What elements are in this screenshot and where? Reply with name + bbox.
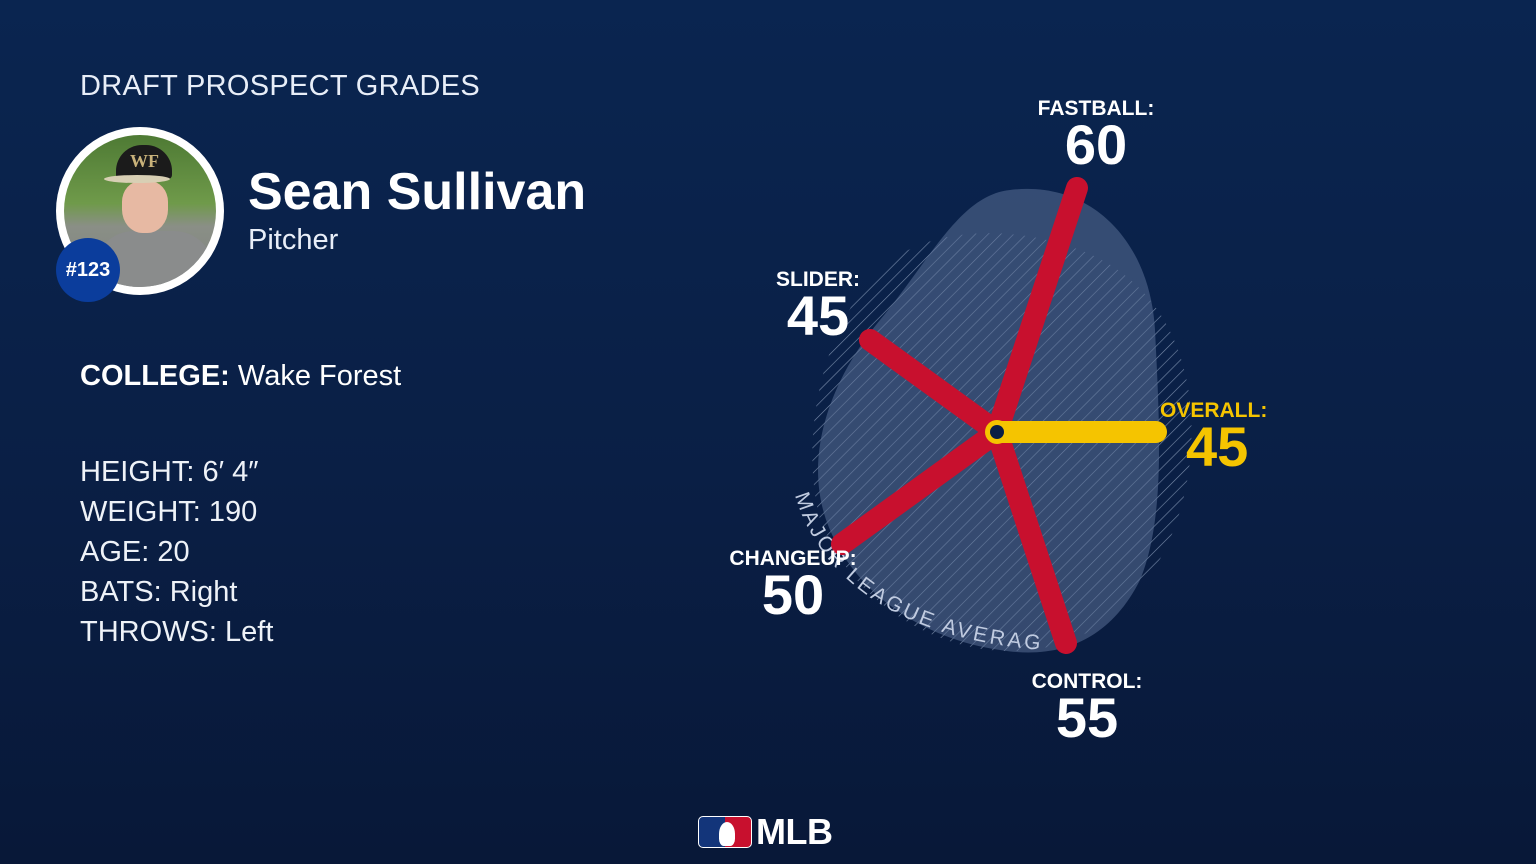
player-name: Sean Sullivan	[248, 163, 587, 221]
stat-throws: THROWS: Left	[80, 616, 274, 648]
mlb-logo: MLB	[698, 811, 833, 852]
stat-bats: BATS: Right	[80, 576, 238, 608]
stat-weight: WEIGHT: 190	[80, 496, 258, 528]
bar-slider	[859, 329, 1008, 443]
label-slider: SLIDER: 45	[776, 268, 860, 347]
bar-fastball	[986, 177, 1088, 443]
bar-changeup	[831, 421, 1008, 555]
stat-height: HEIGHT: 6′ 4″	[80, 456, 259, 488]
player-position: Pitcher	[248, 224, 339, 256]
rank-badge: #123	[56, 238, 120, 302]
label-control: CONTROL: 55	[1031, 670, 1143, 749]
college-info: COLLEGE: Wake Forest	[80, 360, 402, 392]
player-avatar: WF	[56, 127, 224, 295]
stat-age: AGE: 20	[80, 536, 190, 568]
bar-control	[986, 421, 1077, 654]
label-changeup: CHANGEUP: 50	[729, 547, 857, 626]
player-stats: HEIGHT: 6′ 4″ WEIGHT: 190 AGE: 20 BATS: …	[80, 452, 273, 652]
grade-bars	[831, 177, 1167, 654]
page-kicker: DRAFT PROSPECT GRADES	[80, 70, 481, 102]
mlb-batter-icon	[698, 816, 752, 848]
label-fastball: FASTBALL: 60	[1037, 97, 1155, 176]
label-overall: OVERALL: 45	[1160, 399, 1268, 478]
cap-icon: WF	[116, 145, 172, 179]
player-photo: WF	[64, 135, 216, 287]
